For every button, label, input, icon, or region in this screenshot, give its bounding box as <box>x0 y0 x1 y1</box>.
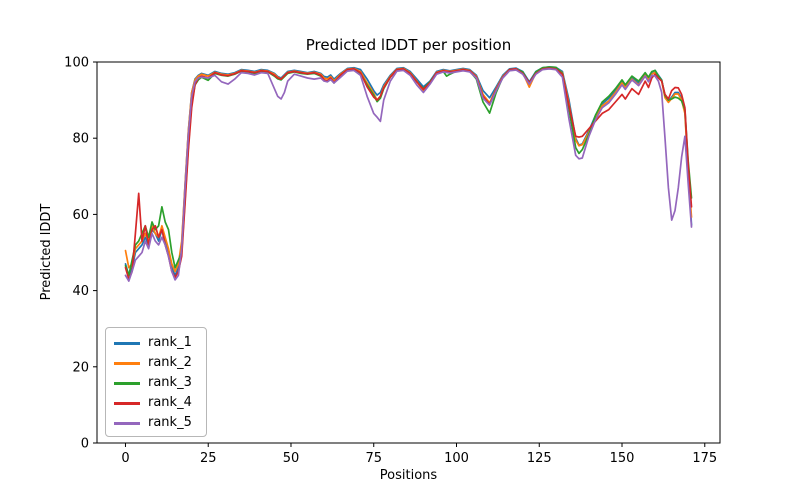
legend-line-swatch <box>114 341 140 345</box>
legend-line-swatch <box>114 361 140 365</box>
legend-label: rank_1 <box>148 335 192 350</box>
x-tick-label: 0 <box>121 451 129 466</box>
y-tick-label: 100 <box>64 56 89 71</box>
legend-item: rank_1 <box>114 333 198 353</box>
y-tick-label: 20 <box>72 360 89 375</box>
y-tick-label: 80 <box>72 132 89 147</box>
x-axis-label: Positions <box>379 468 438 483</box>
legend-item: rank_2 <box>114 353 198 373</box>
y-tick-label: 60 <box>72 208 89 223</box>
x-tick-label: 75 <box>365 451 382 466</box>
legend-line-swatch <box>114 381 140 385</box>
y-tick-label: 40 <box>72 284 89 299</box>
x-tick-label: 25 <box>200 451 217 466</box>
legend: rank_1 rank_2 rank_3 rank_4 rank_5 <box>105 327 207 437</box>
legend-item: rank_5 <box>114 413 198 433</box>
x-tick-label: 50 <box>283 451 300 466</box>
y-tick-label: 0 <box>81 437 89 452</box>
x-tick-label: 150 <box>610 451 635 466</box>
legend-label: rank_5 <box>148 415 192 430</box>
legend-line-swatch <box>114 401 140 405</box>
chart-title: Predicted lDDT per position <box>305 36 512 54</box>
x-tick-label: 125 <box>527 451 552 466</box>
axes-frame <box>96 61 721 444</box>
series-line-rank_3 <box>124 66 693 277</box>
x-tick-label: 100 <box>444 451 469 466</box>
legend-line-swatch <box>114 421 140 425</box>
series-line-rank_5 <box>124 68 693 282</box>
legend-label: rank_4 <box>148 395 192 410</box>
legend-label: rank_3 <box>148 375 192 390</box>
legend-item: rank_4 <box>114 393 198 413</box>
legend-label: rank_2 <box>148 355 192 370</box>
legend-item: rank_3 <box>114 373 198 393</box>
series-line-rank_4 <box>124 67 693 281</box>
x-tick-label: 175 <box>692 451 717 466</box>
